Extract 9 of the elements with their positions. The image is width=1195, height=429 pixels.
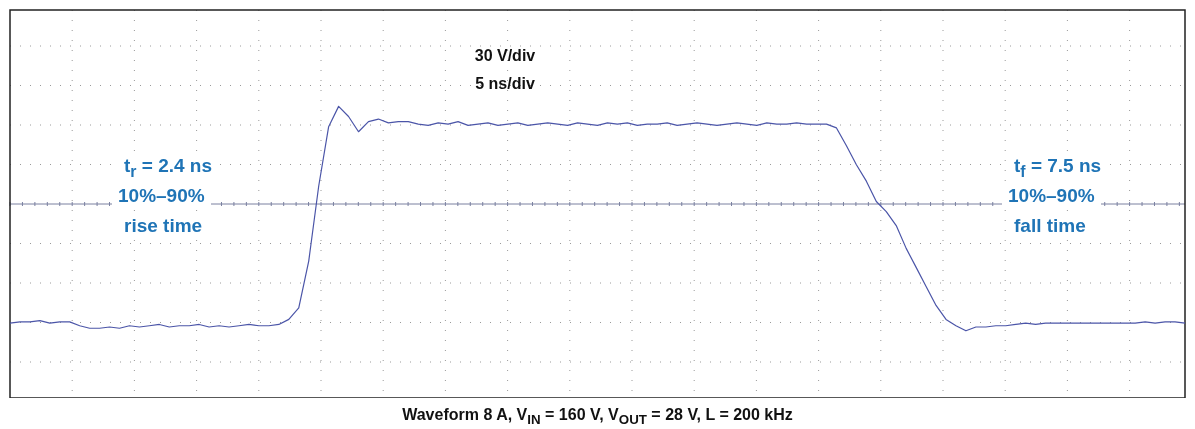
text: 30 V/div bbox=[474, 46, 536, 66]
annotation: fall time bbox=[1008, 214, 1092, 238]
annotation: rise time bbox=[118, 214, 209, 238]
annotation: 10%–90% bbox=[112, 184, 211, 208]
annotation: 10%–90% bbox=[1002, 184, 1101, 208]
text: 5 ns/div bbox=[475, 74, 535, 94]
text: Waveform 8 A, V$_{IN}$ = 160 V, V$_{OUT}$ = 28 V, L = 200 kHz bbox=[401, 406, 794, 428]
annotation: t$_{r}$ = 2.4 ns bbox=[118, 154, 219, 184]
annotation: t$_{f}$ = 7.5 ns bbox=[1008, 154, 1108, 184]
